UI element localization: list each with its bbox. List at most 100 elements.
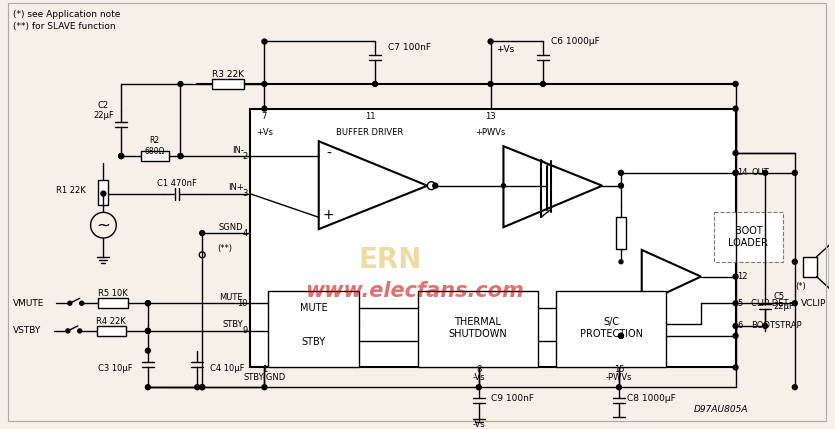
Circle shape: [200, 385, 205, 390]
Text: C9 100nF: C9 100nF: [491, 393, 534, 402]
Text: 9: 9: [242, 326, 248, 335]
Text: (*): (*): [795, 282, 806, 291]
Circle shape: [733, 170, 738, 175]
Text: 6: 6: [737, 321, 743, 330]
Text: STBY: STBY: [222, 320, 243, 329]
Text: C7 100nF: C7 100nF: [388, 43, 431, 52]
Circle shape: [792, 170, 797, 175]
Text: C2
22μF: C2 22μF: [93, 101, 114, 120]
Text: R2
680Ω: R2 680Ω: [144, 136, 165, 156]
Circle shape: [792, 259, 797, 264]
Bar: [99, 180, 109, 205]
Text: 8: 8: [476, 366, 482, 375]
Circle shape: [488, 82, 493, 86]
Text: BOOTSTRAP: BOOTSTRAP: [752, 321, 802, 330]
Circle shape: [145, 301, 150, 306]
Text: OUT: OUT: [752, 168, 769, 177]
Circle shape: [733, 106, 738, 111]
Circle shape: [619, 333, 624, 338]
Circle shape: [619, 170, 624, 175]
Circle shape: [616, 385, 621, 390]
Text: BUFFER DRIVER: BUFFER DRIVER: [337, 128, 404, 137]
Text: www.elecfans.com: www.elecfans.com: [305, 281, 524, 302]
Text: C6 1000μF: C6 1000μF: [551, 37, 600, 46]
Text: (**): (**): [217, 245, 232, 254]
Bar: [250, 109, 736, 367]
Bar: [802, 257, 817, 277]
Text: -PWVs: -PWVs: [605, 373, 632, 382]
Text: 13: 13: [485, 112, 496, 121]
Circle shape: [733, 323, 738, 329]
Text: IN+: IN+: [228, 183, 244, 192]
Text: -Vs: -Vs: [473, 373, 485, 382]
Text: S/C
PROTECTION: S/C PROTECTION: [579, 317, 643, 339]
Text: +Vs: +Vs: [497, 45, 515, 54]
Circle shape: [78, 329, 82, 333]
Circle shape: [733, 151, 738, 156]
Text: ERN: ERN: [358, 246, 422, 274]
Text: C5
22μF: C5 22μF: [773, 292, 794, 311]
Bar: [418, 291, 538, 367]
Circle shape: [488, 39, 493, 44]
Text: THERMAL
SHUTDOWN: THERMAL SHUTDOWN: [448, 317, 507, 339]
Circle shape: [792, 385, 797, 390]
Circle shape: [101, 191, 106, 196]
Circle shape: [733, 301, 738, 306]
Circle shape: [733, 274, 738, 279]
Text: D97AU805A: D97AU805A: [694, 405, 748, 414]
Text: 11: 11: [365, 112, 376, 121]
Bar: [141, 151, 169, 161]
Text: 3: 3: [242, 189, 248, 198]
Circle shape: [762, 170, 767, 175]
Circle shape: [476, 385, 481, 390]
Circle shape: [540, 82, 545, 86]
Text: (**) for SLAVE function: (**) for SLAVE function: [13, 22, 115, 31]
Text: STBY: STBY: [301, 337, 326, 347]
Circle shape: [145, 301, 150, 306]
Text: CLIP DET: CLIP DET: [752, 299, 789, 308]
Text: +PWVs: +PWVs: [475, 128, 506, 137]
Text: MUTE: MUTE: [300, 303, 327, 313]
Text: C1 470nF: C1 470nF: [157, 179, 196, 188]
Circle shape: [733, 82, 738, 86]
Circle shape: [178, 82, 183, 86]
Circle shape: [619, 260, 623, 264]
Text: C3 10μF: C3 10μF: [99, 364, 133, 373]
Circle shape: [262, 385, 267, 390]
Bar: [616, 218, 626, 249]
Circle shape: [119, 154, 124, 159]
Bar: [97, 326, 126, 336]
Text: (*) see Application note: (*) see Application note: [13, 10, 120, 19]
Circle shape: [200, 385, 205, 390]
Circle shape: [178, 154, 183, 159]
Text: 10: 10: [237, 299, 248, 308]
Text: 1: 1: [262, 366, 267, 375]
Text: 12: 12: [737, 272, 748, 281]
Circle shape: [178, 154, 183, 159]
Text: +Vs: +Vs: [256, 128, 273, 137]
Text: BOOT
LOADER: BOOT LOADER: [728, 226, 768, 248]
Circle shape: [145, 348, 150, 353]
Circle shape: [262, 39, 267, 44]
Text: 7: 7: [261, 112, 267, 121]
Bar: [212, 79, 244, 89]
Text: +: +: [323, 208, 335, 222]
Circle shape: [733, 333, 738, 338]
Text: 5: 5: [737, 299, 743, 308]
Text: R4 22K: R4 22K: [97, 317, 126, 326]
Circle shape: [68, 301, 72, 305]
Text: ~: ~: [96, 216, 110, 234]
Text: R1 22K: R1 22K: [56, 186, 86, 195]
Text: STBY-GND: STBY-GND: [243, 373, 286, 382]
Text: IN-: IN-: [232, 145, 244, 154]
Circle shape: [145, 385, 150, 390]
Circle shape: [119, 154, 124, 159]
Text: -Vs: -Vs: [473, 420, 485, 429]
Text: 4: 4: [242, 229, 248, 238]
Text: -: -: [326, 147, 331, 161]
Circle shape: [733, 170, 738, 175]
Circle shape: [619, 183, 624, 188]
Text: 2: 2: [242, 151, 248, 160]
Polygon shape: [613, 316, 629, 328]
Circle shape: [762, 323, 767, 329]
